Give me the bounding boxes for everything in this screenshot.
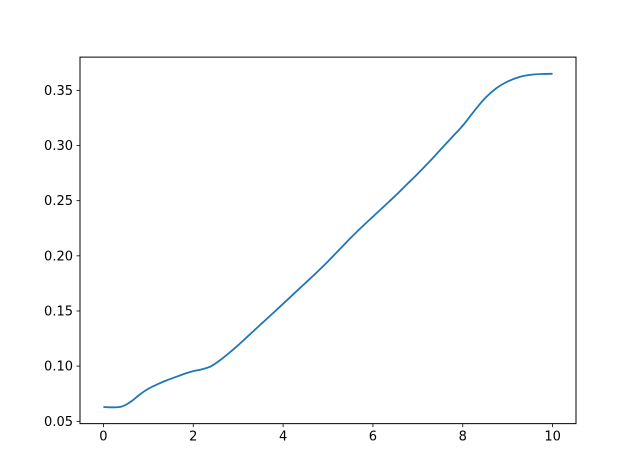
y-tick-label: 0.30 [44, 139, 73, 154]
y-tick-label: 0.20 [44, 249, 73, 264]
y-tick-label: 0.35 [44, 84, 73, 99]
x-tick-label: 8 [459, 430, 467, 445]
x-tick-label: 6 [369, 430, 377, 445]
x-tick-label: 2 [189, 430, 197, 445]
plot-area [79, 56, 577, 425]
y-tick-label: 0.10 [44, 360, 73, 375]
x-tick-label: 10 [544, 430, 561, 445]
y-tick-label: 0.05 [44, 415, 73, 430]
data-line [103, 72, 553, 409]
y-tick-label: 0.15 [44, 304, 73, 319]
x-tick-label: 0 [99, 430, 107, 445]
x-tick-label: 4 [279, 430, 287, 445]
y-tick-label: 0.25 [44, 194, 73, 209]
